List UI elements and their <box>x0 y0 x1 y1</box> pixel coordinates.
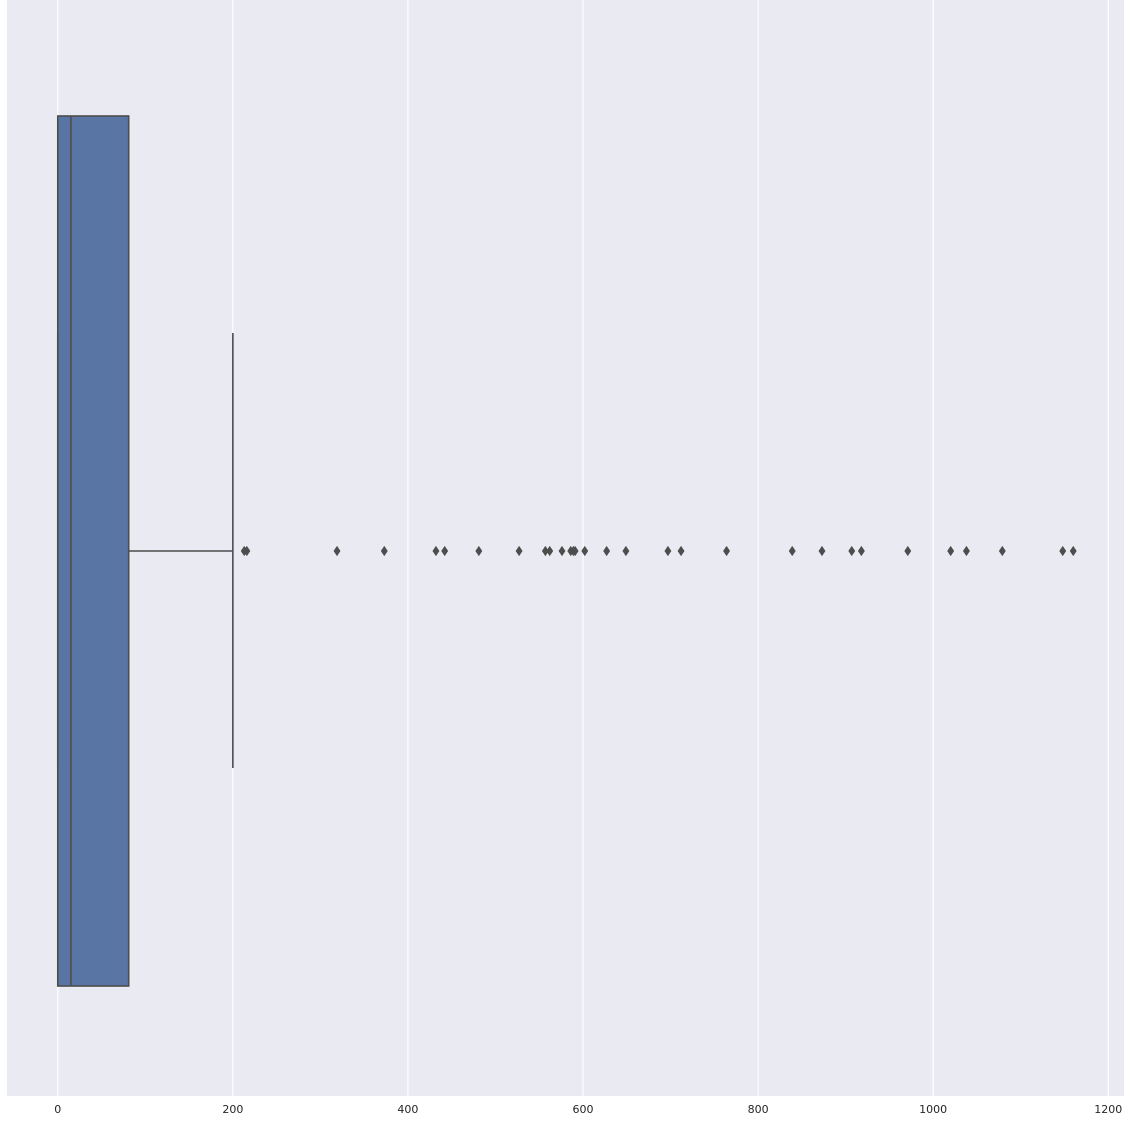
outlier-point <box>788 545 796 557</box>
outlier-point <box>677 545 685 557</box>
outlier-point <box>1059 545 1067 557</box>
outlier-point <box>962 545 970 557</box>
outlier-point <box>243 545 251 557</box>
outlier-point <box>515 545 523 557</box>
outlier-point <box>432 545 440 557</box>
outlier-point <box>603 545 611 557</box>
outlier-point <box>904 545 912 557</box>
outlier-point <box>664 545 672 557</box>
box-iqr <box>56 115 130 987</box>
outlier-point <box>571 545 579 557</box>
outlier-group <box>240 545 1077 557</box>
outlier-point <box>818 545 826 557</box>
x-axis-ticks: 0 200 400 600 800 1000 1200 <box>54 1103 1122 1116</box>
outlier-point <box>723 545 731 557</box>
x-tick-label: 200 <box>222 1103 243 1116</box>
outlier-point <box>857 545 865 557</box>
gridlines <box>57 0 1109 1096</box>
boxplot-group <box>56 115 234 987</box>
x-tick-label: 600 <box>573 1103 594 1116</box>
outlier-point <box>998 545 1006 557</box>
outlier-point <box>947 545 955 557</box>
outlier-point <box>1069 545 1077 557</box>
x-tick-label: 400 <box>397 1103 418 1116</box>
x-tick-label: 1200 <box>1094 1103 1122 1116</box>
x-tick-label: 0 <box>54 1103 61 1116</box>
outlier-point <box>333 545 341 557</box>
outlier-point <box>622 545 630 557</box>
outlier-point <box>546 545 554 557</box>
outlier-point <box>475 545 483 557</box>
outlier-point <box>441 545 449 557</box>
outlier-point <box>581 545 589 557</box>
x-tick-label: 1000 <box>919 1103 947 1116</box>
x-tick-label: 800 <box>748 1103 769 1116</box>
outlier-point <box>558 545 566 557</box>
outlier-point <box>848 545 856 557</box>
outlier-point <box>380 545 388 557</box>
plot-area <box>7 0 1124 1096</box>
